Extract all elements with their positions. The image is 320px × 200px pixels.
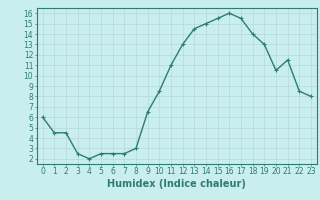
- X-axis label: Humidex (Indice chaleur): Humidex (Indice chaleur): [108, 179, 246, 189]
